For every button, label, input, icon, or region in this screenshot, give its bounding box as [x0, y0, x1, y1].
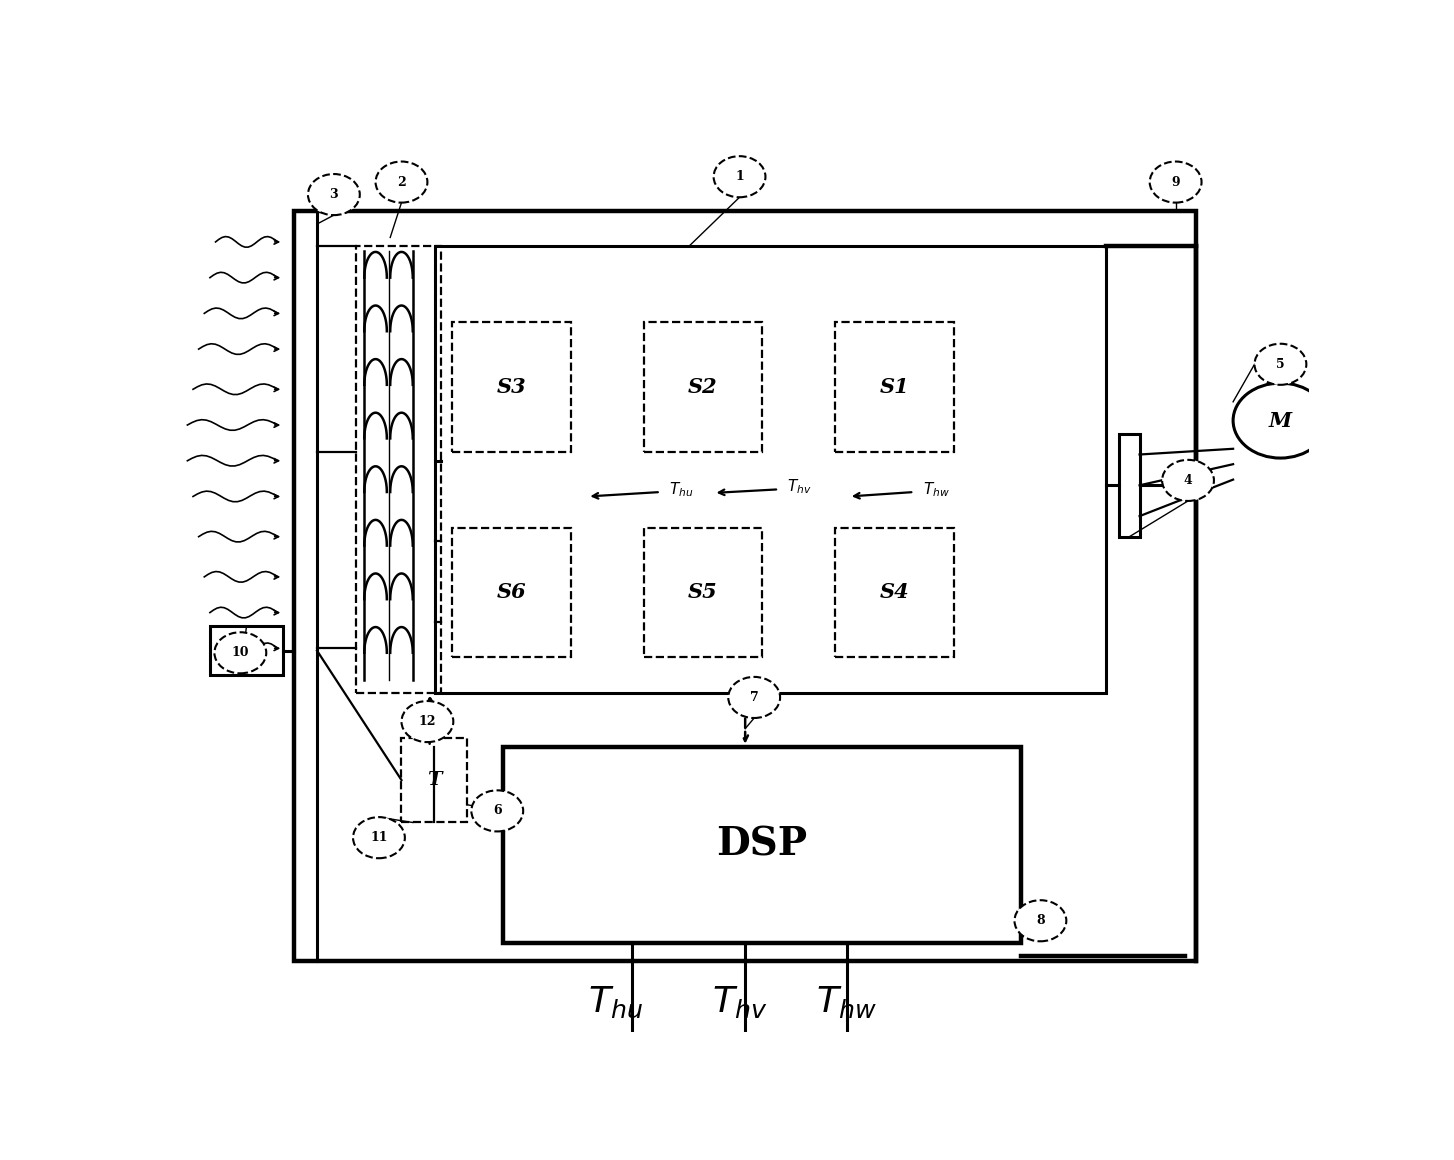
Text: 3: 3: [330, 188, 339, 201]
Text: S6: S6: [497, 582, 526, 602]
Bar: [1120, 434, 1140, 537]
Text: T: T: [427, 771, 442, 789]
Circle shape: [308, 174, 359, 215]
Circle shape: [1255, 343, 1306, 385]
Text: S5: S5: [688, 582, 718, 602]
Text: $T_{hw}$: $T_{hw}$: [816, 984, 877, 1020]
Circle shape: [1150, 161, 1201, 203]
Bar: [452, 322, 570, 452]
Bar: [356, 246, 441, 693]
Circle shape: [375, 161, 427, 203]
Text: 10: 10: [231, 646, 249, 659]
Bar: [401, 738, 467, 822]
Text: $T_{hv}$: $T_{hv}$: [787, 477, 811, 496]
Text: S4: S4: [880, 582, 909, 602]
Circle shape: [714, 157, 765, 197]
Text: $T_{hu}$: $T_{hu}$: [587, 985, 643, 1020]
Text: 12: 12: [419, 715, 436, 728]
Circle shape: [353, 817, 404, 858]
Circle shape: [471, 790, 523, 832]
Circle shape: [728, 677, 781, 718]
Text: $T_{hv}$: $T_{hv}$: [712, 984, 768, 1020]
Text: 8: 8: [1037, 914, 1045, 927]
Text: $T_{hw}$: $T_{hw}$: [923, 480, 949, 499]
Circle shape: [214, 632, 266, 673]
Bar: [503, 747, 1021, 943]
Bar: [644, 528, 762, 658]
Text: S1: S1: [880, 377, 909, 397]
Bar: [435, 246, 1106, 693]
Text: 7: 7: [750, 691, 759, 704]
Text: S3: S3: [497, 377, 526, 397]
Text: M: M: [1269, 411, 1293, 430]
Text: 6: 6: [493, 804, 502, 818]
Bar: [644, 322, 762, 452]
Text: S2: S2: [688, 377, 718, 397]
Text: 9: 9: [1172, 175, 1181, 189]
Text: DSP: DSP: [717, 826, 807, 864]
Circle shape: [401, 701, 454, 742]
Bar: [209, 626, 284, 675]
Bar: [835, 322, 954, 452]
Text: $T_{hu}$: $T_{hu}$: [669, 480, 694, 499]
Circle shape: [1162, 459, 1214, 501]
Text: 5: 5: [1277, 357, 1285, 371]
Text: 11: 11: [371, 832, 388, 844]
Bar: [835, 528, 954, 658]
Circle shape: [1015, 900, 1066, 941]
Text: 4: 4: [1184, 474, 1192, 487]
Text: 2: 2: [397, 175, 406, 189]
Bar: [452, 528, 570, 658]
Circle shape: [1233, 383, 1328, 458]
Text: ~: ~: [237, 639, 256, 661]
Text: 1: 1: [736, 171, 744, 183]
Bar: [294, 211, 1197, 960]
